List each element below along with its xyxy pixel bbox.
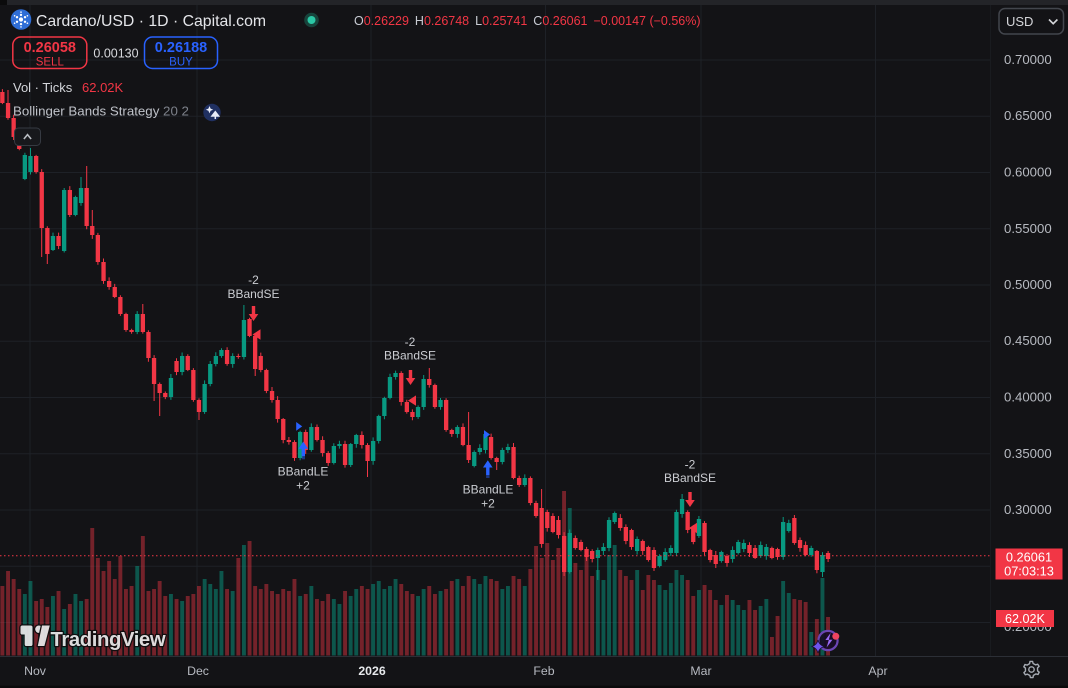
svg-text:-2: -2	[248, 273, 259, 287]
svg-text:BBandLE: BBandLE	[278, 465, 329, 479]
svg-text:0.50000: 0.50000	[1004, 277, 1052, 292]
svg-text:Dec: Dec	[187, 664, 209, 678]
svg-text:BBandLE: BBandLE	[463, 483, 514, 497]
svg-text:Feb: Feb	[533, 664, 554, 678]
svg-text:0.70000: 0.70000	[1004, 52, 1052, 67]
svg-text:0.00130: 0.00130	[93, 47, 138, 61]
svg-text:0.35000: 0.35000	[1004, 446, 1052, 461]
svg-text:BUY: BUY	[169, 57, 193, 69]
svg-text:0.26188: 0.26188	[155, 40, 207, 56]
svg-text:SELL: SELL	[36, 57, 65, 69]
svg-text:Vol · Ticks: Vol · Ticks	[13, 80, 73, 95]
svg-text:-2: -2	[405, 335, 416, 349]
svg-text:0.60000: 0.60000	[1004, 165, 1052, 180]
svg-text:USD: USD	[1006, 14, 1033, 29]
svg-text:Apr: Apr	[868, 664, 887, 678]
svg-text:Nov: Nov	[24, 664, 47, 678]
svg-text:07:03:13: 07:03:13	[1004, 564, 1054, 579]
svg-text:TradingView: TradingView	[51, 629, 166, 651]
svg-text:-2: -2	[685, 458, 696, 472]
svg-text:0.55000: 0.55000	[1004, 221, 1052, 236]
svg-text:BBandSE: BBandSE	[227, 287, 279, 301]
svg-text:0.26058: 0.26058	[24, 40, 76, 56]
svg-text:62.02K: 62.02K	[1005, 612, 1046, 626]
svg-text:2026: 2026	[358, 664, 386, 678]
svg-text:0.40000: 0.40000	[1004, 390, 1052, 405]
svg-text:0.45000: 0.45000	[1004, 333, 1052, 348]
svg-text:+2: +2	[481, 497, 495, 511]
svg-text:BBandSE: BBandSE	[384, 349, 436, 363]
svg-text:Bollinger Bands Strategy 20 2: Bollinger Bands Strategy 20 2	[13, 104, 189, 119]
svg-text:BBandSE: BBandSE	[664, 471, 716, 485]
svg-text:+2: +2	[296, 479, 310, 493]
svg-text:62.02K: 62.02K	[82, 80, 124, 95]
svg-text:0.26061: 0.26061	[1006, 550, 1052, 565]
svg-text:Mar: Mar	[690, 664, 711, 678]
svg-text:Cardano/USD · 1D · Capital.com: Cardano/USD · 1D · Capital.com	[36, 13, 266, 30]
svg-text:0.30000: 0.30000	[1004, 502, 1052, 517]
svg-text:0.65000: 0.65000	[1004, 108, 1052, 123]
